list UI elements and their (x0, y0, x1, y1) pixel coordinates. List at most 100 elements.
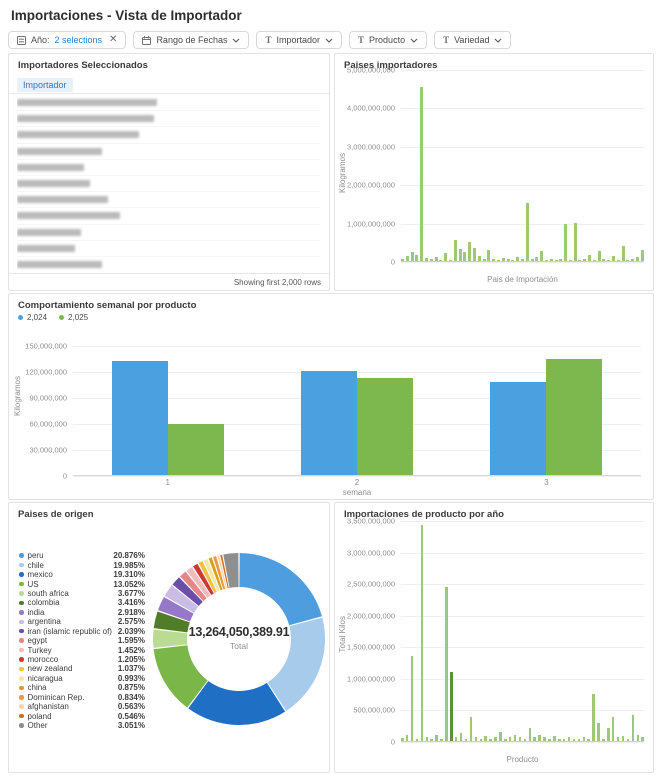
bar[interactable] (434, 256, 438, 261)
bar[interactable] (492, 258, 496, 261)
bar[interactable] (538, 734, 541, 741)
bar[interactable] (602, 739, 605, 741)
bar[interactable] (420, 87, 424, 261)
bar[interactable] (597, 251, 601, 261)
bar[interactable] (410, 656, 414, 741)
table-row[interactable] (17, 208, 321, 225)
bar[interactable] (468, 241, 472, 261)
remove-filter-icon[interactable]: ✕ (109, 34, 118, 45)
bar[interactable] (513, 734, 517, 741)
legend-item-morocco[interactable]: morocco 1.205% (19, 655, 145, 664)
bar[interactable] (533, 737, 536, 741)
bar[interactable] (405, 256, 409, 261)
table-row[interactable] (17, 241, 321, 257)
bar[interactable] (501, 257, 505, 261)
bar[interactable] (430, 739, 433, 741)
donut-slice-morocco[interactable] (193, 563, 214, 596)
bar[interactable] (621, 245, 625, 261)
bar[interactable] (583, 258, 587, 261)
bar-group-semana-1[interactable] (111, 346, 224, 475)
bar[interactable] (479, 739, 482, 741)
producto-por-anio-bars[interactable] (401, 521, 644, 742)
donut-chart[interactable] (151, 551, 327, 727)
bar[interactable] (587, 739, 590, 741)
bar[interactable] (420, 525, 424, 741)
legend-item-mexico[interactable]: mexico 19.310% (19, 570, 145, 579)
bar[interactable] (616, 737, 620, 741)
bar[interactable] (631, 714, 635, 741)
bar[interactable] (458, 249, 462, 261)
bar-2024[interactable] (111, 360, 168, 475)
bar[interactable] (444, 252, 448, 261)
bar[interactable] (597, 723, 600, 741)
legend-item-2024[interactable]: 2,024 (18, 313, 47, 322)
bar[interactable] (439, 259, 443, 261)
bar[interactable] (435, 735, 438, 741)
legend-item-other[interactable]: Other 3.051% (19, 721, 145, 730)
legend-item-peru[interactable]: peru 20.876% (19, 551, 145, 560)
bar[interactable] (504, 739, 507, 741)
bar[interactable] (525, 202, 529, 261)
bar[interactable] (612, 256, 616, 261)
legend-item-argentina[interactable]: argentina 2.575% (19, 617, 145, 626)
bar[interactable] (474, 737, 478, 741)
bar[interactable] (573, 222, 577, 261)
bar[interactable] (549, 258, 553, 261)
paises-importadores-plot[interactable]: 5,000,000,000 4,000,000,000 3,000,000,000 2… (347, 66, 644, 267)
bar[interactable] (429, 259, 433, 261)
bar[interactable] (564, 223, 568, 261)
bar[interactable] (424, 257, 428, 261)
bar[interactable] (528, 728, 532, 741)
bar[interactable] (405, 734, 409, 741)
legend-item-poland[interactable]: poland 0.546% (19, 711, 145, 721)
donut-slice-nicaragua[interactable] (203, 559, 220, 592)
chevron-down-icon[interactable] (494, 38, 502, 43)
bar[interactable] (415, 739, 419, 741)
donut-slice-argentina[interactable] (164, 585, 199, 613)
table-row[interactable] (17, 111, 321, 128)
bar[interactable] (636, 257, 640, 261)
bar[interactable] (636, 734, 639, 741)
bar-2025[interactable] (167, 424, 224, 475)
bar[interactable] (518, 737, 522, 741)
filter-chip-variedad[interactable]: T Variedad (434, 31, 512, 49)
filter-chip-rango-de-fechas[interactable]: Rango de Fechas (133, 31, 250, 49)
bar[interactable] (489, 739, 492, 741)
legend-item-dominican-rep[interactable]: Dominican Rep. 0.834% (19, 693, 145, 702)
bar[interactable] (578, 259, 582, 261)
bar[interactable] (558, 739, 561, 741)
bar[interactable] (567, 737, 571, 741)
bar[interactable] (626, 739, 630, 741)
donut-slice-us[interactable] (153, 645, 208, 708)
bar[interactable] (425, 737, 429, 741)
column-header-importador[interactable]: Importador (17, 78, 73, 92)
bar[interactable] (641, 737, 644, 741)
table-row[interactable] (17, 144, 321, 160)
bar[interactable] (607, 728, 610, 741)
bar[interactable] (508, 737, 512, 741)
bar[interactable] (469, 716, 473, 741)
bar[interactable] (535, 257, 539, 261)
bar[interactable] (459, 733, 463, 741)
bar[interactable] (631, 258, 635, 261)
donut-slice-china[interactable] (208, 557, 223, 591)
bar[interactable] (548, 739, 551, 741)
bar-2025[interactable] (356, 377, 413, 475)
bar[interactable] (401, 737, 404, 741)
donut-slice-turkey[interactable] (186, 567, 211, 598)
bar[interactable] (523, 739, 527, 741)
filter-chip-producto[interactable]: T Producto (349, 31, 428, 49)
bar[interactable] (640, 249, 644, 261)
legend-item-chile[interactable]: chile 19.985% (19, 560, 145, 570)
bar[interactable] (484, 735, 487, 741)
bar[interactable] (540, 251, 544, 261)
bar-2024[interactable] (300, 370, 357, 475)
bar[interactable] (499, 731, 502, 741)
chevron-down-icon[interactable] (410, 38, 418, 43)
bar[interactable] (592, 693, 595, 741)
bar[interactable] (616, 259, 620, 261)
donut-slice-chile[interactable] (267, 617, 325, 711)
bar[interactable] (410, 252, 414, 261)
legend-item-afghanistan[interactable]: afghanistan 0.563% (19, 702, 145, 711)
donut-slice-dominican-rep[interactable] (213, 556, 226, 590)
